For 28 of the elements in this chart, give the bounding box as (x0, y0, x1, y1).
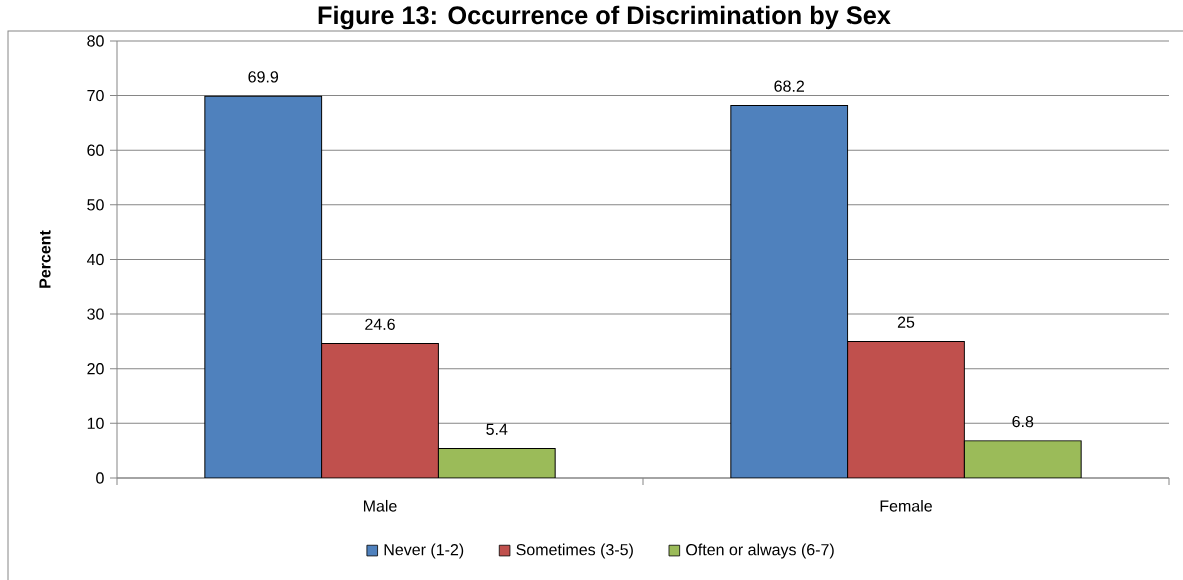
y-tick-label: 30 (87, 308, 104, 320)
bar (437, 447, 556, 478)
data-label: 68.2 (774, 80, 804, 92)
bar (204, 95, 323, 478)
data-label: 6.8 (1012, 415, 1034, 428)
y-tick-label: 40 (86, 253, 104, 266)
y-tick-label: 50 (87, 199, 104, 211)
y-tick-label: 70 (87, 89, 104, 102)
bar (847, 340, 965, 478)
bar (963, 440, 1082, 478)
y-tick-label: 0 (96, 472, 104, 484)
data-label: 24.6 (365, 318, 395, 330)
data-label: 25 (897, 316, 915, 328)
y-axis-title: Percent (39, 230, 51, 288)
x-tick-label: Female (880, 499, 932, 512)
legend-label: Never (1-2) (384, 543, 464, 559)
legend-label: Sometimes (3-5) (516, 543, 633, 559)
bar (321, 343, 439, 478)
chart-title: Figure 13: Occurrence of Discrimination by Sex (318, 5, 891, 30)
y-tick-label: 20 (87, 363, 104, 375)
legend-label: Often or always (6-7) (686, 543, 834, 559)
y-tick-label: 10 (87, 417, 104, 430)
data-label: 5.4 (486, 423, 508, 435)
data-label: 69.9 (248, 71, 279, 83)
y-tick-label: 80 (87, 35, 104, 47)
bar (730, 104, 849, 478)
y-tick-label: 60 (87, 144, 104, 156)
x-tick-label: Male (363, 499, 397, 512)
